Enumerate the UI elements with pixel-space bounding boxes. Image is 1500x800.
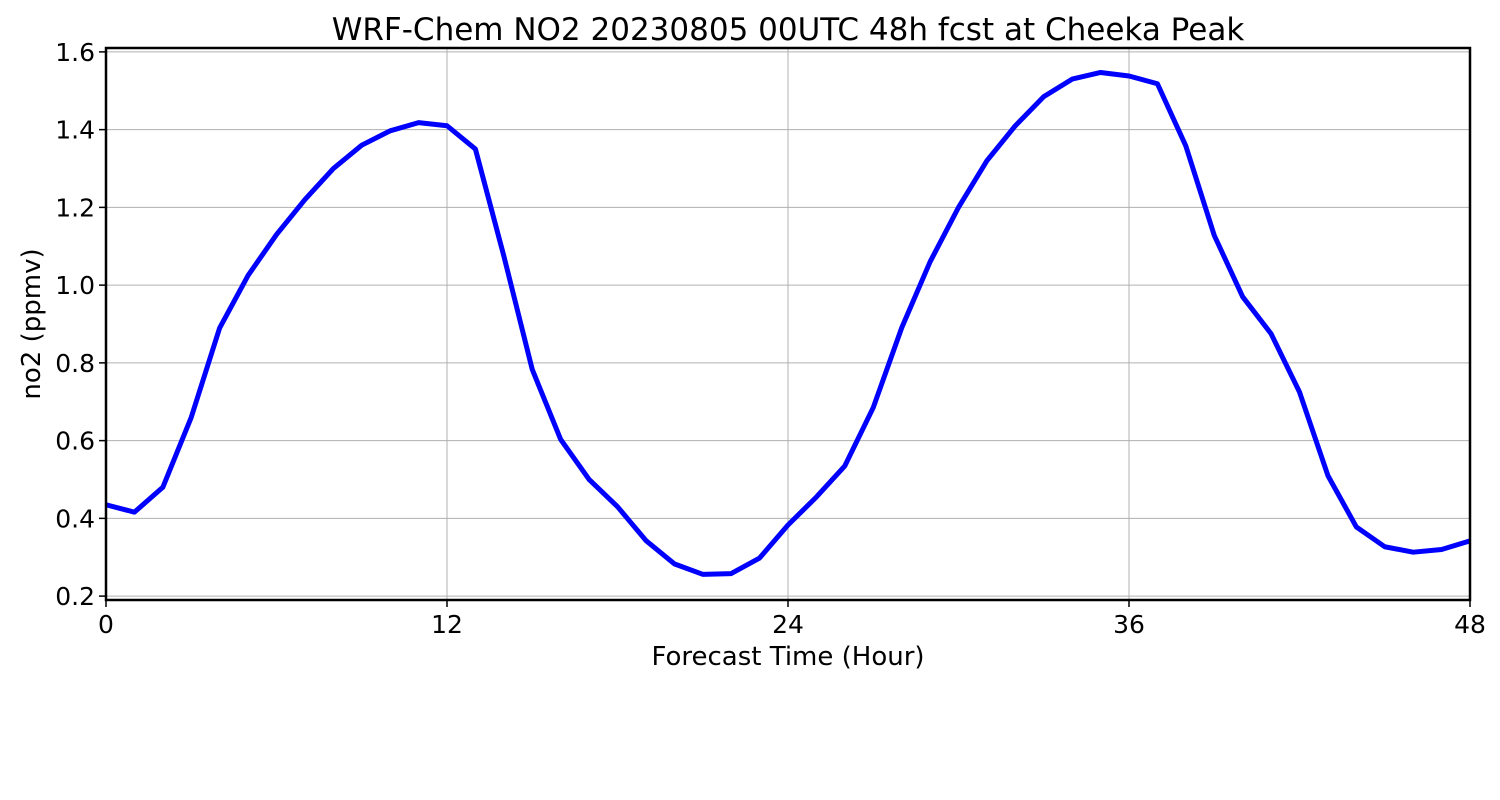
y-tick-label-2: 0.6 — [55, 427, 95, 456]
x-tick-label-2: 24 — [772, 610, 804, 639]
chart-title: WRF-Chem NO2 20230805 00UTC 48h fcst at … — [332, 12, 1245, 48]
y-tick-label-1: 0.4 — [55, 504, 95, 533]
y-tick-label-7: 1.6 — [55, 38, 95, 67]
axis-ticks: 0 12 24 36 48 0.2 0.4 0.6 0.8 1.0 1.2 1.4 1.6 — [55, 38, 1486, 639]
y-tick-label-5: 1.2 — [55, 193, 95, 222]
x-tick-label-0: 0 — [98, 610, 114, 639]
y-tick-label-4: 1.0 — [55, 271, 95, 300]
y-tick-label-6: 1.4 — [55, 116, 95, 145]
plot-frame — [104, 46, 1472, 602]
x-tick-label-4: 48 — [1454, 610, 1486, 639]
x-axis-label: Forecast Time (Hour) — [651, 642, 924, 672]
series-layer — [105, 69, 1471, 577]
x-tick-label-1: 12 — [431, 610, 463, 639]
y-tick-label-3: 0.8 — [55, 349, 95, 378]
series-line-0 — [105, 69, 1471, 577]
y-tick-label-0: 0.2 — [55, 582, 95, 611]
grid — [105, 48, 1471, 600]
x-tick-label-3: 36 — [1113, 610, 1145, 639]
y-axis-label: no2 (ppmv) — [17, 248, 47, 399]
